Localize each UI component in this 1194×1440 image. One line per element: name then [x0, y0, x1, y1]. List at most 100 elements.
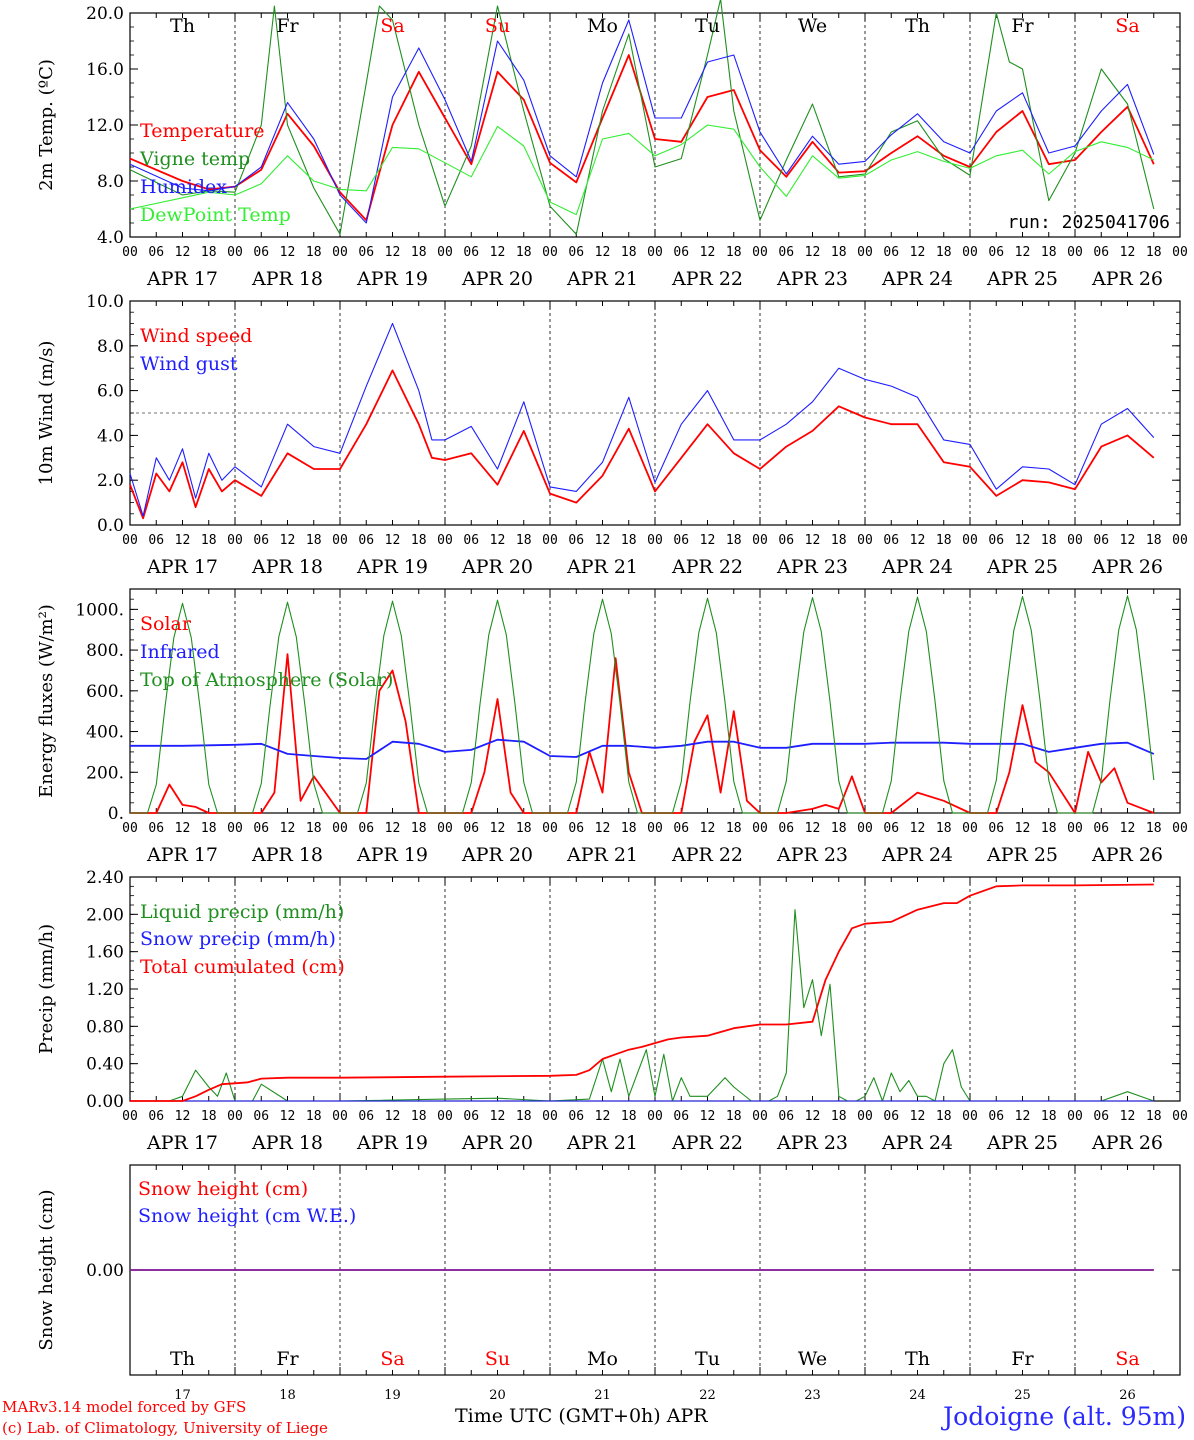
hour-tick-label: 00 — [647, 821, 663, 836]
hour-tick-label: 18 — [201, 245, 217, 260]
y-tick-label: 600. — [86, 682, 124, 702]
hour-tick-label: 12 — [385, 821, 401, 836]
hour-tick-label: 00 — [647, 533, 663, 548]
hour-tick-label: 00 — [752, 821, 768, 836]
series-line-top-of-atmosphere-solar- — [130, 595, 1155, 814]
hour-tick-label: 06 — [568, 821, 584, 836]
hour-tick-label: 12 — [1015, 533, 1031, 548]
y-tick-label: 0.80 — [86, 1017, 124, 1037]
series-line-wind-speed — [129, 369, 1155, 520]
hour-tick-label: 18 — [726, 533, 742, 548]
hour-tick-label: 06 — [883, 245, 899, 260]
hour-tick-label: 18 — [621, 821, 637, 836]
date-label: APR 26 — [1091, 556, 1163, 578]
hour-tick-label: 12 — [175, 1109, 191, 1124]
date-label: APR 25 — [986, 844, 1058, 866]
day-number-label: 26 — [1119, 1388, 1136, 1403]
series-line-wind-gust — [129, 322, 1155, 517]
hour-tick-label: 00 — [437, 1109, 453, 1124]
hour-tick-label: 00 — [227, 821, 243, 836]
hour-tick-label: 06 — [463, 533, 479, 548]
y-tick-label: 200. — [86, 763, 124, 783]
hour-tick-label: 12 — [385, 1109, 401, 1124]
hour-tick-label: 18 — [516, 245, 532, 260]
hour-tick-label: 00 — [647, 1109, 663, 1124]
day-name-label: Tu — [695, 1348, 720, 1370]
legend-entry: Temperature — [140, 120, 264, 142]
y-tick-label: 2.0 — [97, 471, 124, 491]
date-label: APR 23 — [776, 268, 848, 290]
hour-tick-label: 18 — [411, 1109, 427, 1124]
hour-tick-label: 06 — [148, 821, 164, 836]
y-tick-label: 0.00 — [86, 1261, 124, 1281]
date-label: APR 22 — [671, 556, 743, 578]
hour-tick-label: 00 — [122, 245, 138, 260]
legend-entry: Total cumulated (cm) — [140, 956, 345, 978]
day-name-label: Sa — [1115, 1348, 1139, 1370]
day-number-label: 25 — [1014, 1388, 1031, 1403]
date-label: APR 23 — [776, 844, 848, 866]
day-number-label: 18 — [279, 1388, 296, 1403]
date-label: APR 22 — [671, 268, 743, 290]
hour-tick-label: 18 — [516, 1109, 532, 1124]
hour-tick-label: 06 — [988, 821, 1004, 836]
date-label: APR 21 — [566, 556, 638, 578]
y-axis-label: 10m Wind (m/s) — [36, 341, 57, 486]
hour-tick-label: 00 — [227, 245, 243, 260]
legend-entry: Wind gust — [140, 353, 238, 375]
x-axis-month: APR — [666, 1405, 708, 1427]
panel-4: 0.00 0.40 0.80 1.20 1.60 2.00 2.40 Precip (mm/h… — [36, 868, 1188, 1154]
hour-tick-label: 12 — [1015, 821, 1031, 836]
hour-tick-label: 12 — [1120, 821, 1136, 836]
hour-tick-label: 06 — [778, 821, 794, 836]
hour-tick-label: 00 — [647, 245, 663, 260]
date-label: APR 22 — [671, 1132, 743, 1154]
hour-tick-label: 06 — [463, 821, 479, 836]
day-name-label: Su — [485, 1348, 510, 1370]
run-label: run: 2025041706 — [1007, 212, 1170, 233]
y-tick-label: 16.0 — [86, 60, 124, 80]
hour-tick-label: 18 — [621, 245, 637, 260]
hour-tick-label: 18 — [201, 821, 217, 836]
x-axis-title-text: Time UTC (GMT+0h) — [455, 1405, 661, 1427]
y-tick-label: 20.0 — [86, 4, 124, 24]
y-tick-label: 4.0 — [97, 228, 124, 248]
date-label: APR 19 — [356, 844, 428, 866]
hour-tick-label: 12 — [490, 1109, 506, 1124]
hour-tick-label: 00 — [437, 533, 453, 548]
legend-entry: Infrared — [140, 641, 220, 663]
legend-entry: Snow height (cm W.E.) — [138, 1205, 356, 1227]
hour-tick-label: 12 — [385, 533, 401, 548]
hour-tick-label: 18 — [831, 821, 847, 836]
hour-tick-label: 18 — [516, 821, 532, 836]
y-tick-label: 800. — [86, 641, 124, 661]
hour-tick-label: 12 — [805, 1109, 821, 1124]
hour-tick-label: 06 — [253, 533, 269, 548]
hour-tick-label: 12 — [595, 1109, 611, 1124]
series-line-humidex — [129, 19, 1155, 224]
y-tick-label: 0.40 — [86, 1055, 124, 1075]
date-label: APR 20 — [461, 268, 533, 290]
date-label: APR 17 — [146, 556, 218, 578]
day-name-label: Fr — [1011, 15, 1034, 37]
date-label: APR 25 — [986, 1132, 1058, 1154]
hour-tick-label: 00 — [437, 245, 453, 260]
hour-tick-label: 06 — [883, 821, 899, 836]
date-label: APR 21 — [566, 1132, 638, 1154]
date-label: APR 25 — [986, 268, 1058, 290]
hour-tick-label: 18 — [726, 245, 742, 260]
y-tick-label: 1.20 — [86, 980, 124, 1000]
panel-5: 0.00 Snow height (cm) Snow height (cm) Snow… — [36, 1164, 1181, 1376]
hour-tick-label: 12 — [805, 245, 821, 260]
day-name-label: We — [798, 1348, 827, 1370]
hour-tick-label: 00 — [542, 533, 558, 548]
hour-tick-label: 06 — [568, 1109, 584, 1124]
day-name-label: Fr — [276, 15, 299, 37]
date-label: APR 24 — [881, 844, 953, 866]
hour-tick-label: 18 — [201, 533, 217, 548]
date-label: APR 20 — [461, 844, 533, 866]
hour-tick-label: 06 — [253, 245, 269, 260]
day-name-label: Su — [485, 15, 510, 37]
hour-tick-label: 06 — [988, 533, 1004, 548]
